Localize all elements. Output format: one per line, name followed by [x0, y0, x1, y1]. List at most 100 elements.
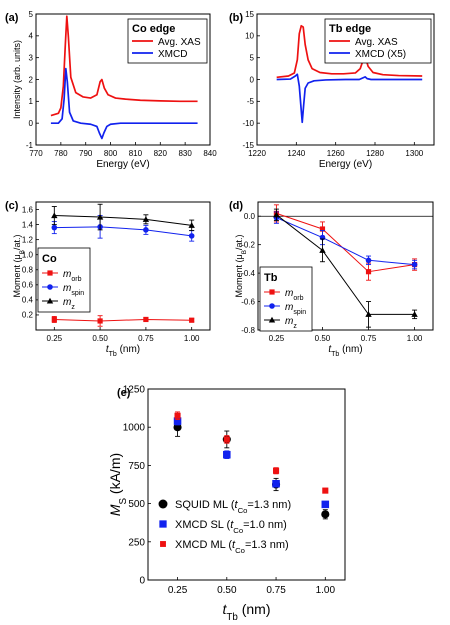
y-tick-label: 1.2	[22, 235, 34, 244]
series-1-line	[54, 226, 192, 237]
y-tick-label: 1.4	[22, 220, 34, 229]
legend-marker	[158, 499, 168, 509]
y-tick-label: 3	[29, 53, 34, 62]
plot-frame	[147, 388, 346, 581]
legend-marker	[47, 284, 53, 290]
y-axis-label: Moment (μB/at.)	[12, 235, 26, 298]
y-tick-label: -10	[242, 119, 254, 128]
legend-marker	[269, 303, 275, 309]
x-tick-label: 790	[79, 149, 93, 158]
y-tick-label: -0.6	[241, 297, 255, 306]
legend-title: Tb	[264, 272, 278, 284]
y-axis-label: Intensity (arb. units)	[12, 40, 22, 119]
legend-title: Tb edge	[329, 23, 371, 35]
series-2-point	[223, 436, 230, 443]
x-tick-label: 1240	[287, 149, 305, 158]
x-tick-label: 800	[104, 149, 118, 158]
legend-entry: Avg. XAS	[355, 37, 398, 48]
x-axis-label: tTb (nm)	[223, 601, 271, 623]
panel-label: (e)	[117, 387, 131, 399]
series-2-point	[273, 467, 280, 474]
legend-marker	[47, 270, 53, 276]
series-0-point	[97, 318, 103, 324]
series-1-point	[173, 417, 182, 425]
y-tick-label: 750	[128, 461, 145, 472]
x-tick-label: 0.50	[315, 334, 331, 343]
series-1-point	[411, 261, 418, 268]
x-tick-label: 0.75	[138, 334, 154, 343]
y-tick-label: 2	[29, 75, 34, 84]
legend-marker	[159, 520, 167, 528]
legend-entry: XMCD (X5)	[355, 49, 406, 60]
panel-b: (b) 1220 1240 1260 1280 1300 -15 -10 -5 0 5 10 15 Ene…	[229, 10, 435, 170]
series-1-line	[276, 73, 423, 124]
x-tick-label: 0.75	[266, 585, 286, 596]
series-2-point	[365, 311, 372, 317]
y-tick-label: 250	[128, 537, 145, 548]
x-tick-label: 810	[129, 149, 143, 158]
panel-e: (e) 0.25 0.50 0.75 1.00 0 250 500 750 1000 1250 tTb…	[107, 385, 346, 623]
series-0-line	[50, 15, 198, 117]
panel-label: (b)	[229, 12, 243, 24]
series-2-point	[51, 212, 58, 219]
x-tick-label: 0.50	[92, 334, 108, 343]
x-tick-label: 770	[29, 149, 43, 158]
series-0-point	[51, 316, 57, 323]
x-tick-label: 0.25	[168, 585, 188, 596]
panel-c: (c) 0.25 0.50 0.75 1.00 0.2 0.4 0.6 0.8 1.0 1.2 1.4…	[5, 200, 211, 358]
series-1-point	[51, 224, 58, 231]
series-1-point	[143, 227, 149, 233]
x-tick-label: 840	[203, 149, 217, 158]
y-tick-label: -1	[26, 141, 34, 150]
x-tick-label: 1280	[366, 149, 384, 158]
legend-entry: XMCD SL (tCo=1.0 nm)	[175, 519, 287, 535]
legend-entry: mspin	[63, 283, 84, 297]
y-tick-label: 5	[29, 10, 34, 19]
series-0-line	[54, 318, 192, 322]
legend-marker	[160, 541, 166, 547]
series-1-point	[321, 500, 330, 509]
x-tick-label: 1.00	[316, 585, 336, 596]
series-0-point	[365, 269, 372, 275]
x-tick-label: 1300	[405, 149, 423, 158]
y-tick-label: 0.0	[244, 212, 256, 221]
legend-marker	[268, 316, 276, 323]
plot-frame	[35, 201, 211, 331]
x-tick-label: 1.00	[184, 334, 200, 343]
legend-entry: mz	[285, 316, 297, 330]
y-tick-label: 4	[29, 32, 34, 41]
y-tick-label: -5	[247, 97, 255, 106]
y-tick-label: 0	[29, 119, 34, 128]
series-0-point	[319, 226, 326, 232]
x-tick-label: 1260	[327, 149, 345, 158]
x-tick-label: 1.00	[407, 334, 423, 343]
series-1-point	[188, 233, 195, 239]
series-1-line	[276, 217, 415, 266]
series-2-point	[188, 222, 195, 228]
series-1-point	[272, 479, 280, 488]
x-axis-label: Energy (eV)	[96, 159, 149, 170]
series-0-point	[321, 510, 330, 519]
x-tick-label: 820	[154, 149, 168, 158]
series-1-line	[50, 67, 198, 140]
x-axis-label: Energy (eV)	[319, 159, 372, 170]
panel-label: (c)	[5, 200, 19, 212]
y-tick-label: 15	[245, 10, 254, 19]
legend-marker	[46, 297, 54, 304]
panel-d: (d) 0.25 0.50 0.75 1.00 -0.8 -0.6 -0.4 -0.2 0.0 tT…	[229, 200, 434, 358]
y-tick-label: 0.6	[22, 281, 34, 290]
y-tick-label: 0.2	[22, 311, 34, 320]
y-tick-label: -15	[242, 141, 254, 150]
y-tick-label: 10	[245, 32, 254, 41]
series-2-point	[273, 211, 280, 218]
panel-label: (d)	[229, 200, 243, 212]
series-0-line	[276, 212, 415, 273]
legend-entry: morb	[285, 288, 304, 302]
y-tick-label: 0	[250, 75, 255, 84]
y-axis-label: MS (kA/m)	[107, 453, 129, 516]
y-tick-label: -0.8	[241, 326, 255, 335]
y-tick-label: 500	[128, 499, 145, 510]
x-tick-label: 0.75	[361, 334, 377, 343]
series-2-point	[322, 487, 329, 494]
